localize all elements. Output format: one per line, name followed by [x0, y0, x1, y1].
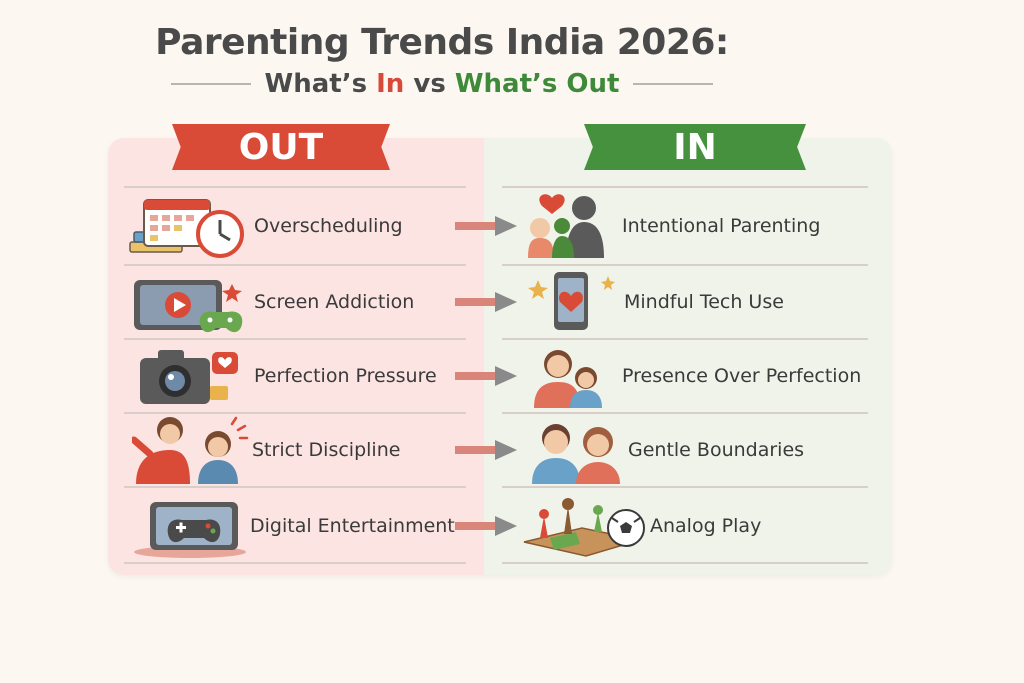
in-label: Presence Over Perfection: [622, 365, 862, 387]
out-label: Screen Addiction: [254, 291, 415, 313]
out-label: Digital Entertainment: [250, 515, 455, 537]
divider-in-4: [502, 486, 868, 488]
phone-heart-icon: [528, 272, 615, 330]
divider-out-3: [124, 412, 466, 414]
divider-out-2: [124, 338, 466, 340]
trend-row: Digital Entertainment Analog Play: [0, 490, 1024, 562]
tablet-game-controller-icon: [134, 502, 246, 558]
in-label: Gentle Boundaries: [628, 439, 805, 461]
subtitle: What’s In vs What’s Out: [265, 69, 620, 99]
arrow-right-icon: [455, 292, 517, 312]
subtitle-row: What’s In vs What’s Out: [0, 68, 884, 100]
divider-in-2: [502, 338, 868, 340]
divider-out-1: [124, 264, 466, 266]
tablet-video-gamepad-icon: [134, 280, 243, 333]
subtitle-vs: vs: [404, 69, 455, 99]
board-game-ball-icon: [523, 498, 645, 557]
divider-out-4: [124, 486, 466, 488]
divider-out-0: [124, 186, 466, 188]
in-label: Mindful Tech Use: [624, 291, 784, 313]
divider-in-5: [502, 562, 868, 564]
arrow-right-icon: [455, 216, 517, 236]
calendar-clock-books-icon: [129, 199, 244, 258]
divider-in-0: [502, 186, 868, 188]
divider-in-3: [502, 412, 868, 414]
out-ribbon: OUT: [172, 124, 390, 170]
arrow-right-icon: [455, 366, 517, 386]
arrow-right-icon: [455, 440, 517, 460]
happy-parent-child-icon: [532, 424, 620, 484]
subtitle-part1: What’s: [264, 69, 377, 99]
arrow-right-icon: [455, 516, 517, 536]
trend-row: Screen Addiction Mindful Tech Use: [0, 266, 1024, 338]
mother-child-cuddle-icon: [534, 350, 602, 408]
divider-in-1: [502, 264, 868, 266]
divider-out-5: [124, 562, 466, 564]
trend-row: Strict Discipline Gentle Boundaries: [0, 414, 1024, 486]
page-title: Parenting Trends India 2026:: [155, 22, 729, 63]
trend-row: Perfection Pressure Presence Over Perfec…: [0, 340, 1024, 412]
subtitle-out: What’s Out: [454, 69, 620, 99]
out-label: Overscheduling: [254, 215, 403, 237]
in-ribbon: IN: [584, 124, 806, 170]
subtitle-in: In: [376, 69, 405, 99]
subtitle-divider-left: [170, 83, 251, 85]
parent-hugging-child-icon: [528, 194, 604, 258]
out-label: Perfection Pressure: [254, 365, 437, 387]
scolding-parent-icon: [132, 416, 249, 484]
subtitle-divider-right: [633, 83, 714, 85]
in-label: Intentional Parenting: [622, 215, 821, 237]
in-label: Analog Play: [650, 515, 762, 537]
out-label: Strict Discipline: [252, 439, 401, 461]
camera-like-icon: [140, 350, 238, 404]
trend-row: Overscheduling Intentional Parenting: [0, 190, 1024, 262]
